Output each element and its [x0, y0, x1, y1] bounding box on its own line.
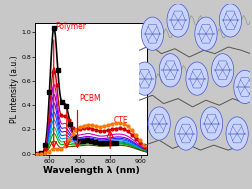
Circle shape	[233, 70, 252, 104]
Circle shape	[166, 4, 188, 37]
Y-axis label: PL intensity (a.u.): PL intensity (a.u.)	[10, 55, 19, 123]
Circle shape	[147, 107, 170, 140]
Text: Polymer: Polymer	[55, 22, 86, 31]
Text: CTE: CTE	[113, 116, 127, 125]
Circle shape	[133, 62, 155, 95]
Circle shape	[141, 17, 163, 50]
Circle shape	[185, 62, 207, 95]
Circle shape	[159, 54, 181, 87]
Circle shape	[194, 17, 216, 50]
X-axis label: Wavelength λ (nm): Wavelength λ (nm)	[43, 166, 139, 174]
Circle shape	[174, 117, 196, 150]
Text: PCBM: PCBM	[79, 94, 101, 103]
Circle shape	[225, 117, 247, 150]
Circle shape	[200, 107, 222, 140]
Circle shape	[211, 54, 233, 87]
Circle shape	[218, 4, 241, 37]
